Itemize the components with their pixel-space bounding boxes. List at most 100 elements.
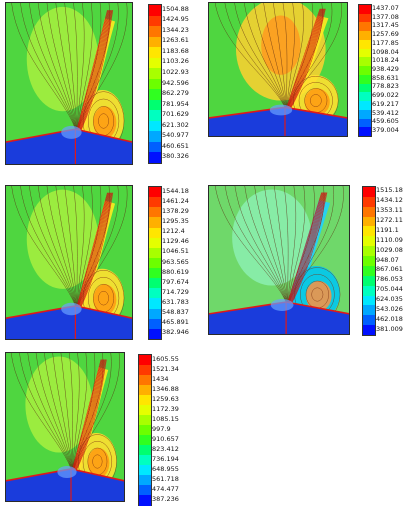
contour-line [214, 2, 288, 113]
lobe-contour [311, 287, 324, 302]
jet-contour [288, 192, 327, 309]
lower-right-core [93, 284, 117, 316]
contour-line [43, 352, 74, 476]
colorbar-swatch [363, 325, 375, 336]
colorbar-tick-label: 540.977 [162, 131, 189, 140]
colorbar-swatch [139, 425, 151, 436]
colorbar-swatch [363, 216, 375, 227]
colorbar-tick-label: 1191.1 [376, 225, 399, 234]
colorbar-tick-label: 387.236 [152, 494, 179, 503]
colorbar-tick-label: 1515.18 [376, 186, 403, 195]
colorbar-tick-label: 714.729 [162, 287, 189, 296]
colorbar-tick-label: 1098.04 [372, 47, 399, 56]
stagnation-zone [61, 302, 82, 316]
colorbar-tick-label: 561.718 [152, 474, 179, 483]
contour-line [243, 2, 288, 113]
colorbar-tick-label: 1434 [152, 374, 169, 383]
colorbar-swatch [363, 236, 375, 247]
colorbar-tick-label: 1085.15 [152, 414, 179, 423]
colorbar-swatch [139, 455, 151, 466]
colorbar-swatch [359, 109, 371, 120]
jet-contour [287, 192, 325, 309]
jet-contour [286, 192, 323, 309]
colorbar-swatch [149, 217, 161, 229]
colorbar-swatch [139, 385, 151, 396]
colorbar-tick-label: 797.674 [162, 277, 189, 286]
colorbar-swatch [149, 247, 161, 259]
colorbar-tick-label: 1029.08 [376, 245, 403, 254]
contour-line [77, 185, 85, 313]
colorbar-tick-label: 910.657 [152, 434, 179, 443]
colorbar-tick-label: 648.955 [152, 464, 179, 473]
lobe-contour [92, 454, 103, 469]
jet-contour [75, 192, 108, 313]
colorbar-tick-label: 778.823 [372, 82, 399, 91]
colorbar-swatch [139, 445, 151, 456]
contour-line [283, 185, 289, 309]
colorbar-swatch [359, 13, 371, 23]
jet-contour [72, 359, 105, 476]
stagnation-zone [269, 104, 293, 116]
colorbar-swatch [149, 268, 161, 279]
plot-frame [5, 2, 133, 165]
colorbar-tick-label: 963.565 [162, 257, 189, 266]
contour-line [272, 2, 288, 113]
colorbar-tick-label: 880.619 [162, 267, 189, 276]
colorbar-tick-label: 1378.29 [162, 206, 189, 215]
colorbar-swatch [149, 298, 161, 310]
contour-line [214, 185, 289, 309]
colorbar-swatch [149, 26, 161, 38]
contour-svg-5 [5, 352, 125, 502]
lower-right-core [87, 448, 110, 478]
colorbar-tick-label: 1346.88 [152, 384, 179, 393]
jet-contour [77, 10, 112, 136]
jet-contour [285, 8, 321, 113]
colorbar-tick-label: 474.477 [152, 484, 179, 493]
colorbar-3 [148, 186, 162, 340]
jet-contour [286, 192, 324, 309]
colorbar-swatch [149, 197, 161, 208]
colorbar-1 [148, 4, 162, 164]
colorbar-tick-label: 1521.34 [152, 364, 179, 373]
jet-contour [75, 192, 109, 313]
wedge-solid [208, 302, 350, 335]
colorbar-tick-label: 701.629 [162, 110, 189, 119]
colorbar-swatch [139, 415, 151, 426]
jet-contour [285, 192, 322, 309]
colorbar-swatch [359, 101, 371, 111]
colorbar-tick-label: 624.035 [376, 294, 403, 303]
contour-line [234, 185, 289, 309]
colorbar-swatch [149, 278, 161, 289]
colorbar-tick-label: 858.631 [372, 73, 399, 82]
contour-line [19, 352, 74, 476]
colorbar-tick-label: 1353.11 [376, 206, 403, 215]
plot-frame [5, 352, 125, 502]
colorbar-swatch [359, 39, 371, 50]
contour-line [286, 2, 295, 113]
upper-lobe-core [261, 15, 301, 75]
colorbar-swatch [149, 120, 161, 132]
lobe-contour [98, 290, 109, 306]
colorbar-tick-label: 1018.24 [372, 56, 399, 65]
colorbar-swatch [149, 131, 161, 143]
colorbar-swatch [149, 36, 161, 48]
colorbar-tick-label: 1172.39 [152, 404, 179, 413]
contour-line [28, 185, 78, 313]
colorbar-swatch [359, 31, 371, 41]
lower-right-core [305, 281, 332, 311]
contour-line [244, 185, 289, 309]
contour-line [264, 185, 289, 309]
colorbar-swatch [359, 83, 371, 93]
contour-plot-3 [5, 185, 133, 340]
contour-line [46, 185, 78, 313]
colorbar-swatch [359, 92, 371, 102]
colorbar-swatch [359, 57, 371, 67]
colorbar-swatch [139, 365, 151, 376]
colorbar-5 [138, 354, 152, 506]
jet-contour [285, 8, 323, 113]
colorbar-swatch [149, 141, 161, 153]
colorbar-tick-label: 543.026 [376, 304, 403, 313]
wedge-solid [5, 129, 133, 165]
upper-lobe [232, 189, 312, 286]
colorbar-tick-label: 1272.11 [376, 216, 403, 225]
